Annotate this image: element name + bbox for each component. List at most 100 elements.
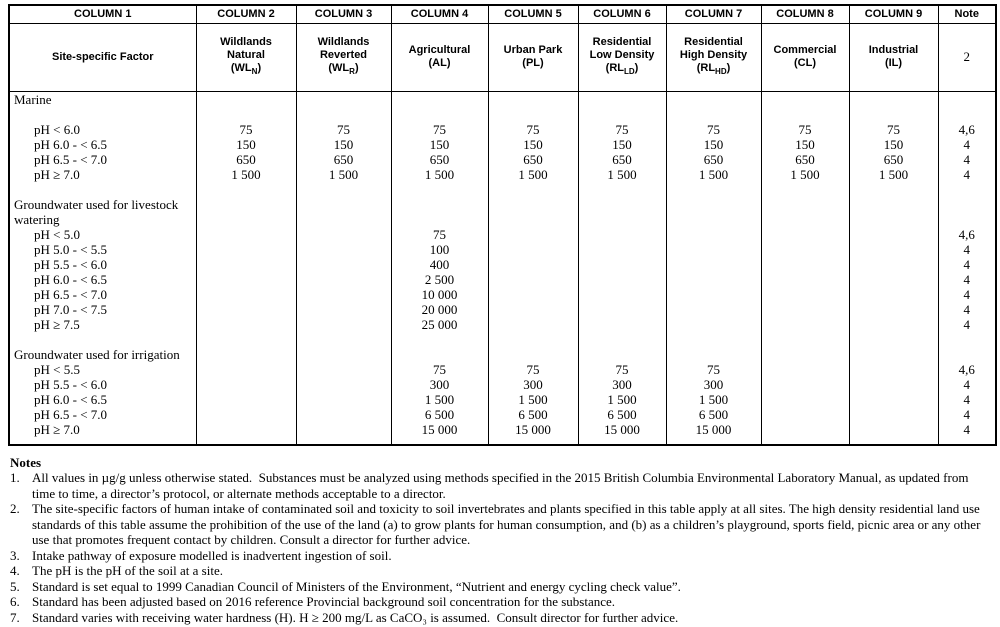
value-cell [760, 301, 849, 317]
empty-cell [577, 331, 666, 347]
section-title-cell: Marine [14, 91, 52, 107]
value-cell: 1 500 [665, 391, 761, 407]
empty-cell [848, 196, 938, 212]
wildlands-natural-title: Wildlands Natural (WLN) [195, 22, 297, 92]
empty-cell [195, 196, 296, 212]
value-cell [760, 316, 849, 332]
empty-cell [577, 106, 666, 122]
value-cell: 1 500 [760, 166, 849, 182]
factor-cell: pH 6.5 - < 7.0 [34, 151, 108, 167]
empty-cell [665, 346, 761, 362]
table-row: pH ≥ 7.5 25 000 4 [9, 316, 996, 332]
value-cell: 15 000 [487, 421, 578, 437]
empty-cell [577, 181, 666, 197]
section-title-row: Marine [9, 91, 996, 107]
note-5: 5. Standard is set equal to 1999 Canadia… [10, 579, 990, 595]
empty-cell [848, 181, 938, 197]
factor-cell: pH 6.0 - < 6.5 [34, 271, 108, 287]
note-text: The pH is the pH of the soil at a site. [32, 563, 223, 578]
empty-cell [848, 106, 938, 122]
column-title-row: Site-specific Factor Wildlands Natural (… [8, 22, 997, 92]
value-cell [848, 361, 938, 377]
empty-cell [390, 181, 488, 197]
empty-cell [487, 196, 578, 212]
note-text: Standard varies with receiving water har… [32, 609, 679, 625]
empty-cell [195, 106, 296, 122]
factor-cell: pH 7.0 - < 7.5 [34, 301, 108, 317]
section-title-row: watering [9, 211, 996, 227]
value-cell: 75 [665, 361, 761, 377]
value-cell: 300 [487, 376, 578, 392]
table-row: pH 6.0 - < 6.5 2 500 4 [9, 271, 996, 287]
note-text: Standard is set equal to 1999 Canadian C… [32, 578, 681, 594]
value-cell: 25 000 [390, 316, 488, 332]
empty-cell [295, 436, 391, 445]
empty-cell [760, 91, 849, 107]
empty-cell [195, 181, 296, 197]
value-cell: 300 [390, 376, 488, 392]
value-cell [295, 271, 391, 287]
empty-cell [937, 436, 996, 445]
value-cell [295, 301, 391, 317]
note-cell: 4 [937, 391, 996, 407]
column4-header: COLUMN 4 [390, 4, 489, 24]
empty-cell [295, 181, 391, 197]
value-cell [848, 226, 938, 242]
value-cell: 75 [577, 121, 666, 137]
empty-cell [937, 346, 996, 362]
value-cell: 300 [665, 376, 761, 392]
factor-cell: pH < 5.5 [34, 361, 80, 377]
value-cell: 1 500 [487, 391, 578, 407]
value-cell [848, 391, 938, 407]
section-title-cell: watering [14, 211, 60, 227]
spacer-row [9, 331, 996, 347]
empty-cell [9, 437, 196, 445]
empty-cell [665, 211, 761, 227]
value-cell [195, 316, 296, 332]
value-cell: 150 [390, 136, 488, 152]
value-cell: 1 500 [487, 166, 578, 182]
section-title-cell: Groundwater used for livestock [14, 196, 179, 212]
note-cell: 4 [937, 136, 996, 152]
urban-park-title: Urban Park (PL) [487, 22, 579, 92]
table-row: pH 5.5 - < 6.0 300 300 300 300 4 [9, 376, 996, 392]
column3-header: COLUMN 3 [295, 4, 392, 24]
empty-cell [195, 346, 296, 362]
value-cell [295, 361, 391, 377]
value-cell [195, 376, 296, 392]
value-cell: 150 [577, 136, 666, 152]
value-cell [760, 256, 849, 272]
column2-header: COLUMN 2 [195, 4, 297, 24]
column5-header: COLUMN 5 [487, 4, 579, 24]
empty-cell [195, 211, 296, 227]
factor-cell: pH 5.5 - < 6.0 [34, 376, 108, 392]
empty-cell [390, 346, 488, 362]
value-cell: 75 [665, 121, 761, 137]
empty-cell [937, 106, 996, 122]
note-number: 1. [10, 470, 20, 485]
value-cell [848, 256, 938, 272]
value-cell [760, 361, 849, 377]
note-text: All values in µg/g unless otherwise stat… [32, 470, 972, 501]
value-cell [665, 241, 761, 257]
note-number: 2. [10, 501, 20, 516]
note-reference-cell: 2 [937, 22, 997, 92]
empty-cell [937, 211, 996, 227]
value-cell: 75 [390, 121, 488, 137]
empty-cell [760, 196, 849, 212]
soil-standards-table: COLUMN 1 COLUMN 2 COLUMN 3 COLUMN 4 COLU… [8, 4, 997, 446]
empty-cell [937, 181, 996, 197]
value-cell [295, 316, 391, 332]
value-cell [760, 271, 849, 287]
note-cell: 4,6 [937, 121, 996, 137]
value-cell [848, 301, 938, 317]
empty-cell [665, 196, 761, 212]
value-cell: 150 [760, 136, 849, 152]
table-row: pH < 5.0 75 4,6 [9, 226, 996, 242]
value-cell: 15 000 [390, 421, 488, 437]
value-cell: 300 [577, 376, 666, 392]
factor-cell: pH < 6.0 [34, 121, 80, 137]
value-cell [195, 271, 296, 287]
value-cell [665, 226, 761, 242]
value-cell [848, 406, 938, 422]
